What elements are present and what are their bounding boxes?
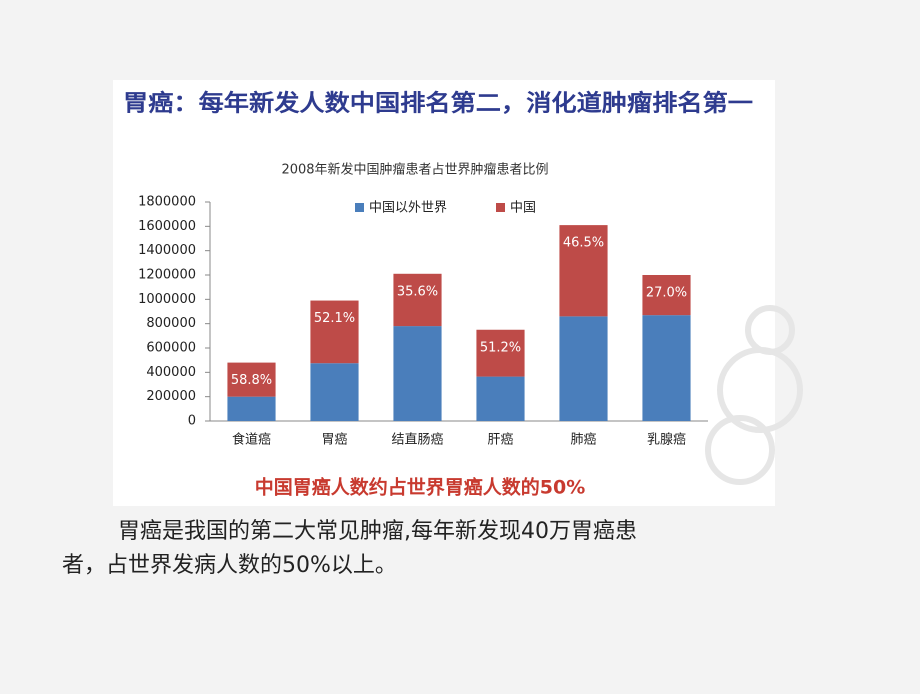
share-label: 46.5% [563,236,604,251]
x-tick-label: 胃癌 [321,432,347,448]
legend-label: 中国 [510,201,536,216]
bar-segment [559,316,608,421]
bar-segment [310,363,359,421]
legend-swatch [496,203,505,212]
bar-segment [310,300,359,364]
bar-segment [642,275,691,316]
x-tick-label: 结直肠癌 [391,432,443,448]
y-tick-label: 600000 [146,341,196,356]
chart-subtitle: 2008年新发中国肿瘤患者占世界肿瘤患者比例 [281,162,548,178]
y-tick-label: 400000 [146,365,196,380]
chart-title: 胃癌：每年新发人数中国排名第二，消化道肿瘤排名第一 [123,90,753,117]
bar-segment [642,315,691,421]
y-tick-label: 1000000 [138,292,196,307]
legend-swatch [355,203,364,212]
share-label: 52.1% [314,311,355,326]
bar-segment [559,225,608,317]
y-tick-label: 200000 [146,389,196,404]
share-label: 51.2% [480,340,521,355]
y-tick-label: 0 [188,414,196,429]
x-tick-label: 乳腺癌 [647,432,686,448]
bar-segment [476,376,525,421]
y-tick-label: 800000 [146,316,196,331]
annotation: 中国胃癌人数约占世界胃癌人数的50% [255,476,585,499]
bar-segment [393,326,442,421]
y-tick-label: 1200000 [138,268,196,283]
x-tick-label: 肝癌 [487,432,513,448]
share-label: 35.6% [397,284,438,299]
share-label: 58.8% [231,373,272,388]
body-text: 胃癌是我国的第二大常见肿瘤,每年新发现40万胃癌患 [118,519,637,544]
x-tick-label: 肺癌 [570,432,596,448]
cloud-decoration [705,305,803,485]
y-tick-label: 1600000 [138,219,196,234]
legend-label: 中国以外世界 [369,201,447,216]
y-tick-label: 1800000 [138,195,196,210]
bar-segment [227,362,276,397]
share-label: 27.0% [646,286,687,301]
y-tick-label: 1400000 [138,243,196,258]
body-text: 者，占世界发病人数的50%以上。 [62,553,397,578]
x-tick-label: 食道癌 [232,432,271,448]
bar-segment [227,396,276,421]
bar-segment [393,273,442,327]
bar-segment [476,329,525,377]
